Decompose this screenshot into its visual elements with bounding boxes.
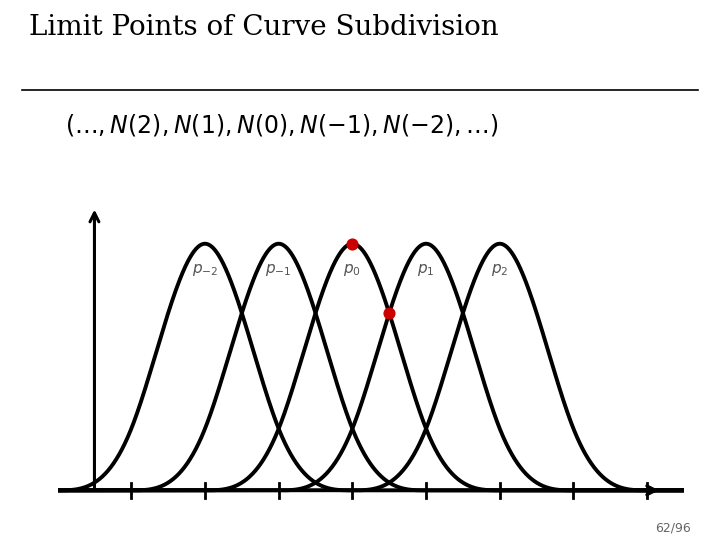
Text: $p_{-2}$: $p_{-2}$ — [192, 262, 218, 278]
Text: Limit Points of Curve Subdivision: Limit Points of Curve Subdivision — [29, 14, 498, 41]
Text: $p_2$: $p_2$ — [491, 262, 508, 278]
Point — [346, 239, 358, 248]
Text: $p_{-1}$: $p_{-1}$ — [266, 262, 292, 278]
Text: $p_1$: $p_1$ — [418, 262, 435, 278]
Point — [384, 309, 395, 318]
Text: $p_0$: $p_0$ — [343, 262, 361, 278]
Text: $(\ldots, N(2), N(1), N(0), N(-1), N(-2), \ldots)$: $(\ldots, N(2), N(1), N(0), N(-1), N(-2)… — [65, 112, 498, 138]
Text: 62/96: 62/96 — [655, 522, 691, 535]
